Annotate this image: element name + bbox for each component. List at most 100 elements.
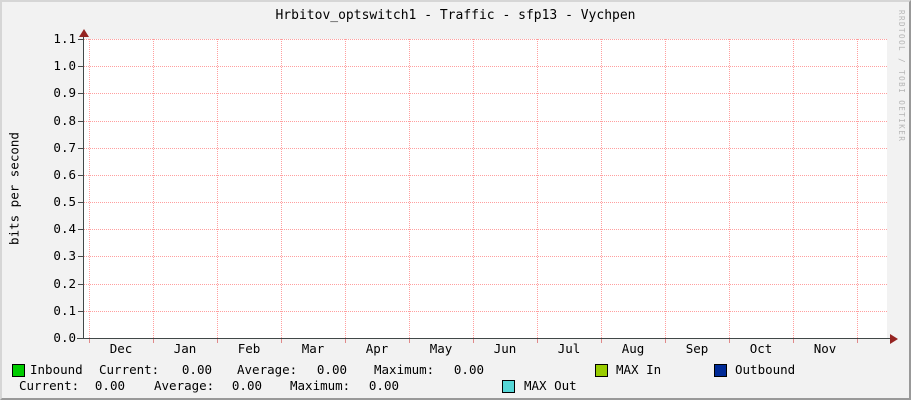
x-tick [473,339,474,343]
x-tick-label: Feb [237,341,261,356]
x-tick [409,339,410,343]
max-out-swatch-icon [502,380,515,393]
y-tick [78,148,83,149]
v-gridline [345,39,346,338]
v-gridline [473,39,474,338]
h-gridline [83,256,887,257]
y-tick-label: 1.0 [53,58,76,73]
x-tick-label: Sep [685,341,709,356]
max-in-swatch-icon [595,364,608,377]
h-gridline [83,311,887,312]
y-axis-line [83,32,84,339]
graph-title: Hrbitov_optswitch1 - Traffic - sfp13 - V… [275,8,636,23]
legend-outbound-label: Outbound [735,362,796,377]
x-axis-line [77,338,890,339]
v-gridline [217,39,218,338]
y-tick [78,121,83,122]
v-gridline [281,39,282,338]
y-tick-label: 0.2 [53,276,76,291]
x-tick-label: Mar [301,341,325,356]
y-tick-label: 0.3 [53,248,76,263]
outbound-average-value: 0.00 [231,378,262,393]
y-tick [78,229,83,230]
x-tick-label: Nov [813,341,837,356]
v-gridline [601,39,602,338]
legend-average-label: Average: [237,362,298,377]
y-axis-title: bits per second [6,132,22,245]
inbound-current-value: 0.00 [181,362,212,377]
legend-current-label-out: Current: [19,378,80,393]
legend-inbound-label: Inbound [30,362,83,377]
x-tick [345,339,346,343]
legend-average-label-out: Average: [154,378,215,393]
v-gridline [729,39,730,338]
v-gridline [537,39,538,338]
h-gridline [83,284,887,285]
x-tick-label: Oct [749,341,773,356]
y-tick-label: 0.8 [53,113,76,128]
y-tick [78,93,83,94]
v-gridline [409,39,410,338]
v-gridline [793,39,794,338]
y-tick [78,39,83,40]
h-gridline [83,202,887,203]
x-tick [793,339,794,343]
legend-max-out-label: MAX Out [524,378,577,393]
h-gridline [83,148,887,149]
outbound-maximum-value: 0.00 [368,378,399,393]
x-tick-label: Dec [109,341,133,356]
inbound-swatch-icon [12,364,25,377]
v-gridline [665,39,666,338]
h-gridline [83,66,887,67]
x-tick-label: May [429,341,453,356]
y-axis-arrow-icon [79,29,89,37]
inbound-maximum-value: 0.00 [453,362,484,377]
x-tick [153,339,154,343]
v-gridline [89,39,90,338]
x-tick [665,339,666,343]
x-tick-label: Apr [365,341,389,356]
y-tick-label: 0.5 [53,194,76,209]
h-gridline [83,93,887,94]
x-tick-label: Aug [621,341,645,356]
h-gridline [83,175,887,176]
y-tick [78,311,83,312]
outbound-swatch-icon [714,364,727,377]
x-tick-label: Jul [557,341,581,356]
y-tick-label: 0.9 [53,85,76,100]
outbound-current-value: 0.00 [94,378,125,393]
h-gridline [83,39,887,40]
x-tick-label: Jan [173,341,197,356]
x-tick-label: Jun [493,341,517,356]
h-gridline [83,121,887,122]
y-tick [78,202,83,203]
h-gridline [83,229,887,230]
x-axis-arrow-icon [890,334,898,344]
v-gridline [857,39,858,338]
y-tick-label: 0.0 [53,330,76,345]
legend-max-in-label: MAX In [616,362,662,377]
x-tick [281,339,282,343]
legend-current-label: Current: [99,362,160,377]
y-tick [78,66,83,67]
y-tick [78,256,83,257]
legend-maximum-label: Maximum: [374,362,435,377]
x-tick [729,339,730,343]
y-tick-label: 0.1 [53,303,76,318]
y-tick [78,284,83,285]
x-tick [217,339,218,343]
y-tick-label: 0.4 [53,221,76,236]
v-gridline [153,39,154,338]
x-tick [857,339,858,343]
y-tick-label: 0.6 [53,167,76,182]
y-tick [78,175,83,176]
x-tick [537,339,538,343]
x-tick [601,339,602,343]
x-tick [89,339,90,343]
y-tick-label: 1.1 [53,31,76,46]
y-tick-label: 0.7 [53,140,76,155]
legend-maximum-label-out: Maximum: [290,378,351,393]
plot-area [83,39,887,338]
inbound-average-value: 0.00 [316,362,347,377]
